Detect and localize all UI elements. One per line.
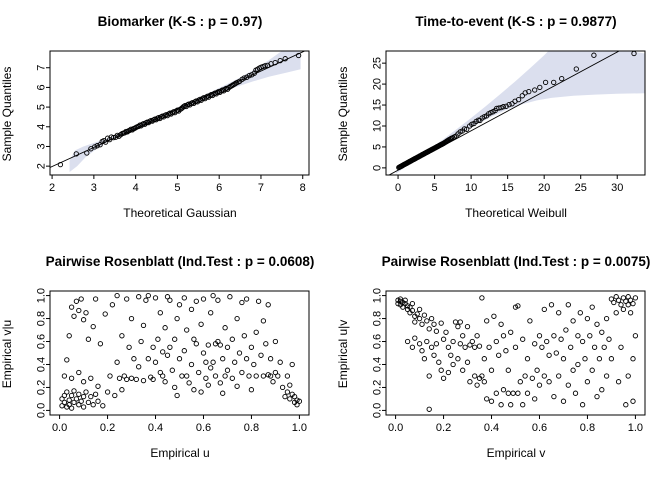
- svg-text:8: 8: [300, 182, 306, 194]
- svg-text:0.4: 0.4: [484, 422, 499, 434]
- svg-text:2: 2: [36, 163, 48, 169]
- rosenblatt-plot-u-canvas: 0.0 0.2 0.4 0.6 0.8 1.0 0.0 0.2 0.4 0.6 0.8 1.0: [36, 288, 310, 434]
- svg-text:0.2: 0.2: [436, 422, 451, 434]
- svg-text:5: 5: [372, 144, 384, 150]
- svg-text:0.8: 0.8: [372, 311, 384, 326]
- svg-text:0.6: 0.6: [196, 422, 211, 434]
- svg-text:4: 4: [35, 124, 47, 130]
- qq-plot-time-to-event-canvas: 0 5 10 15 20 25 30 0 5 10 15 20 25: [372, 50, 646, 194]
- svg-text:0.6: 0.6: [36, 334, 48, 349]
- chart-title: Pairwise Rosenblatt (Ind.Test : p = 0.00…: [381, 254, 651, 269]
- svg-text:6: 6: [216, 182, 222, 194]
- svg-text:15: 15: [502, 182, 514, 194]
- svg-text:6: 6: [36, 84, 48, 90]
- x-axis-label: Empirical v: [486, 446, 546, 460]
- svg-text:0.6: 0.6: [532, 422, 547, 434]
- svg-text:0.8: 0.8: [244, 422, 259, 434]
- svg-text:0.2: 0.2: [100, 422, 115, 434]
- svg-text:7: 7: [258, 182, 264, 194]
- svg-text:0.8: 0.8: [36, 311, 48, 326]
- x-axis-label: Theoretical Gaussian: [123, 206, 237, 220]
- svg-text:25: 25: [372, 57, 384, 69]
- svg-text:0.0: 0.0: [52, 422, 67, 434]
- svg-text:30: 30: [611, 182, 623, 194]
- qq-plot-time-to-event-panel: Time-to-event (K-S : p = 0.9877) Sample …: [336, 0, 672, 240]
- svg-text:0.4: 0.4: [36, 357, 48, 372]
- svg-text:5: 5: [174, 182, 180, 194]
- svg-text:0.0: 0.0: [36, 403, 48, 418]
- qq-plot-biomarker-panel: Biomarker (K-S : p = 0.97) Sample Quanti…: [0, 0, 336, 240]
- rosenblatt-plot-v-canvas: 0.0 0.2 0.4 0.6 0.8 1.0 0.0 0.2 0.4 0.6 0.8 1.0: [372, 288, 646, 434]
- svg-text:5: 5: [432, 182, 438, 194]
- x-axis-label: Theoretical Weibull: [465, 206, 567, 220]
- svg-text:25: 25: [575, 182, 587, 194]
- svg-text:20: 20: [538, 182, 550, 194]
- svg-text:0.4: 0.4: [372, 357, 384, 372]
- svg-text:3: 3: [36, 143, 48, 149]
- svg-text:0: 0: [372, 165, 384, 171]
- svg-text:0.8: 0.8: [580, 422, 595, 434]
- rosenblatt-plot-v-panel: Pairwise Rosenblatt (Ind.Test : p = 0.00…: [336, 240, 672, 480]
- chart-title: Biomarker (K-S : p = 0.97): [97, 14, 263, 29]
- svg-text:1.0: 1.0: [36, 288, 48, 303]
- svg-text:2: 2: [49, 182, 55, 194]
- svg-text:4: 4: [133, 182, 139, 194]
- chart-title: Pairwise Rosenblatt (Ind.Test : p = 0.06…: [45, 254, 315, 269]
- svg-text:0.4: 0.4: [148, 422, 163, 434]
- svg-text:20: 20: [372, 78, 384, 90]
- svg-text:5: 5: [36, 104, 48, 110]
- svg-text:3: 3: [91, 182, 97, 194]
- svg-text:10: 10: [372, 120, 384, 132]
- svg-text:0.0: 0.0: [388, 422, 403, 434]
- svg-text:1.0: 1.0: [372, 288, 384, 303]
- qq-plot-biomarker-canvas: 2 3 4 5 6 7 8 2 3 4 5 6 7: [35, 50, 310, 194]
- svg-text:1.0: 1.0: [628, 422, 643, 434]
- svg-text:0: 0: [395, 182, 401, 194]
- svg-text:0.0: 0.0: [372, 403, 384, 418]
- svg-text:1.0: 1.0: [292, 422, 307, 434]
- rosenblatt-plot-u-panel: Pairwise Rosenblatt (Ind.Test : p = 0.06…: [0, 240, 336, 480]
- svg-text:0.2: 0.2: [36, 380, 48, 395]
- chart-title: Time-to-event (K-S : p = 0.9877): [415, 14, 617, 29]
- svg-text:10: 10: [465, 182, 477, 194]
- svg-text:0.6: 0.6: [372, 334, 384, 349]
- x-axis-label: Empirical u: [150, 446, 210, 460]
- svg-text:15: 15: [372, 99, 384, 111]
- svg-text:7: 7: [36, 65, 48, 71]
- svg-text:0.2: 0.2: [372, 380, 384, 395]
